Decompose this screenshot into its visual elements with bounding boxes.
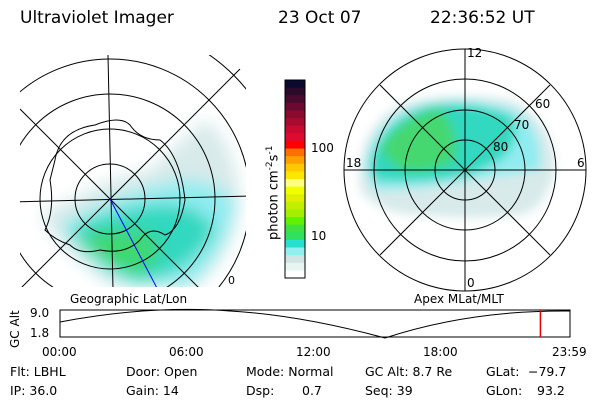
geographic-map — [20, 55, 246, 287]
apex-grid — [343, 48, 587, 292]
geographic-caption: Geographic Lat/Lon — [70, 292, 188, 306]
date-label: 23 Oct 07 — [278, 8, 362, 28]
altitude-plot-frame — [59, 309, 571, 338]
dsp-label: Dsp: — [246, 383, 275, 398]
gain-info: Gain: 14 — [126, 383, 179, 398]
unit-text: photon cm — [266, 170, 282, 240]
altitude-ytick-min: 1.8 — [30, 326, 50, 340]
colorbar-unit-label: photon cm-2s-1 — [265, 146, 281, 240]
lat-label-70: 70 — [514, 118, 530, 132]
ip-info: IP: 36.0 — [10, 383, 58, 398]
glat-value: −79.7 — [528, 364, 567, 379]
apex-map — [359, 96, 555, 218]
mlt-label-18: 18 — [346, 156, 362, 170]
glon-value: 93.2 — [537, 383, 565, 398]
gc-alt-info: GC Alt: 8.7 Re — [365, 364, 453, 379]
mode-info: Mode: Normal — [246, 364, 334, 379]
time-label: 22:36:52 UT — [430, 8, 535, 28]
colorbar-band — [285, 224, 305, 233]
colorbar-band — [285, 118, 305, 127]
colorbar-band — [285, 209, 305, 218]
colorbar-band — [285, 80, 305, 89]
mlt-label-12: 12 — [467, 46, 483, 60]
colorbar-tick-100: 100 — [311, 141, 334, 155]
unit-exp2: -1 — [265, 145, 275, 155]
colorbar-band — [285, 239, 305, 249]
colorbar-band — [285, 247, 305, 256]
lat-label-60: 60 — [535, 97, 551, 111]
colorbar-band — [285, 110, 305, 119]
xtick-0000: 00:00 — [42, 345, 77, 359]
map-edge-zero: 0 — [228, 274, 235, 287]
colorbar-band — [285, 156, 305, 165]
colorbar-band — [285, 148, 305, 157]
colorbar-band — [285, 171, 305, 180]
colorbar-band — [285, 102, 305, 111]
filter-info: Flt: LBHL — [10, 364, 66, 379]
colorbar-band — [285, 201, 305, 210]
colorbar-band — [285, 179, 305, 188]
colorbar-band — [285, 270, 305, 279]
lat-label-80: 80 — [493, 140, 509, 154]
colorbar-band — [285, 87, 305, 96]
xtick-0600: 06:00 — [169, 345, 204, 359]
mlt-label-6: 6 — [577, 156, 585, 170]
colorbar-band — [285, 217, 305, 226]
glon-label: GLon: — [486, 383, 523, 398]
colorbar-band — [285, 163, 305, 172]
colorbar-band — [285, 133, 305, 142]
glat-label: GLat: — [486, 364, 520, 379]
colorbar-band — [285, 194, 305, 203]
mlt-label-0: 0 — [467, 276, 475, 290]
seq-info: Seq: 39 — [365, 383, 413, 398]
unit-s: s — [266, 154, 282, 162]
colorbar — [285, 80, 305, 279]
colorbar-band — [285, 262, 305, 271]
instrument-title: Ultraviolet Imager — [20, 8, 174, 28]
door-info: Door: Open — [126, 364, 198, 379]
colorbar-band — [285, 95, 305, 104]
xtick-1800: 18:00 — [423, 345, 458, 359]
altitude-curve — [59, 308, 571, 339]
colorbar-band — [285, 125, 305, 134]
xtick-1200: 12:00 — [296, 345, 331, 359]
colorbar-band — [285, 255, 305, 264]
colorbar-band — [285, 140, 305, 150]
dsp-value: 0.7 — [302, 383, 322, 398]
altitude-ytick-max: 9.0 — [30, 306, 50, 320]
colorbar-band — [285, 232, 305, 241]
colorbar-tick-10: 10 — [311, 229, 327, 243]
altitude-ylabel: GC Alt — [8, 310, 22, 348]
apex-caption: Apex MLat/MLT — [414, 292, 504, 306]
unit-exp1: -2 — [265, 161, 275, 171]
colorbar-band — [285, 186, 305, 195]
xtick-2359: 23:59 — [552, 345, 587, 359]
